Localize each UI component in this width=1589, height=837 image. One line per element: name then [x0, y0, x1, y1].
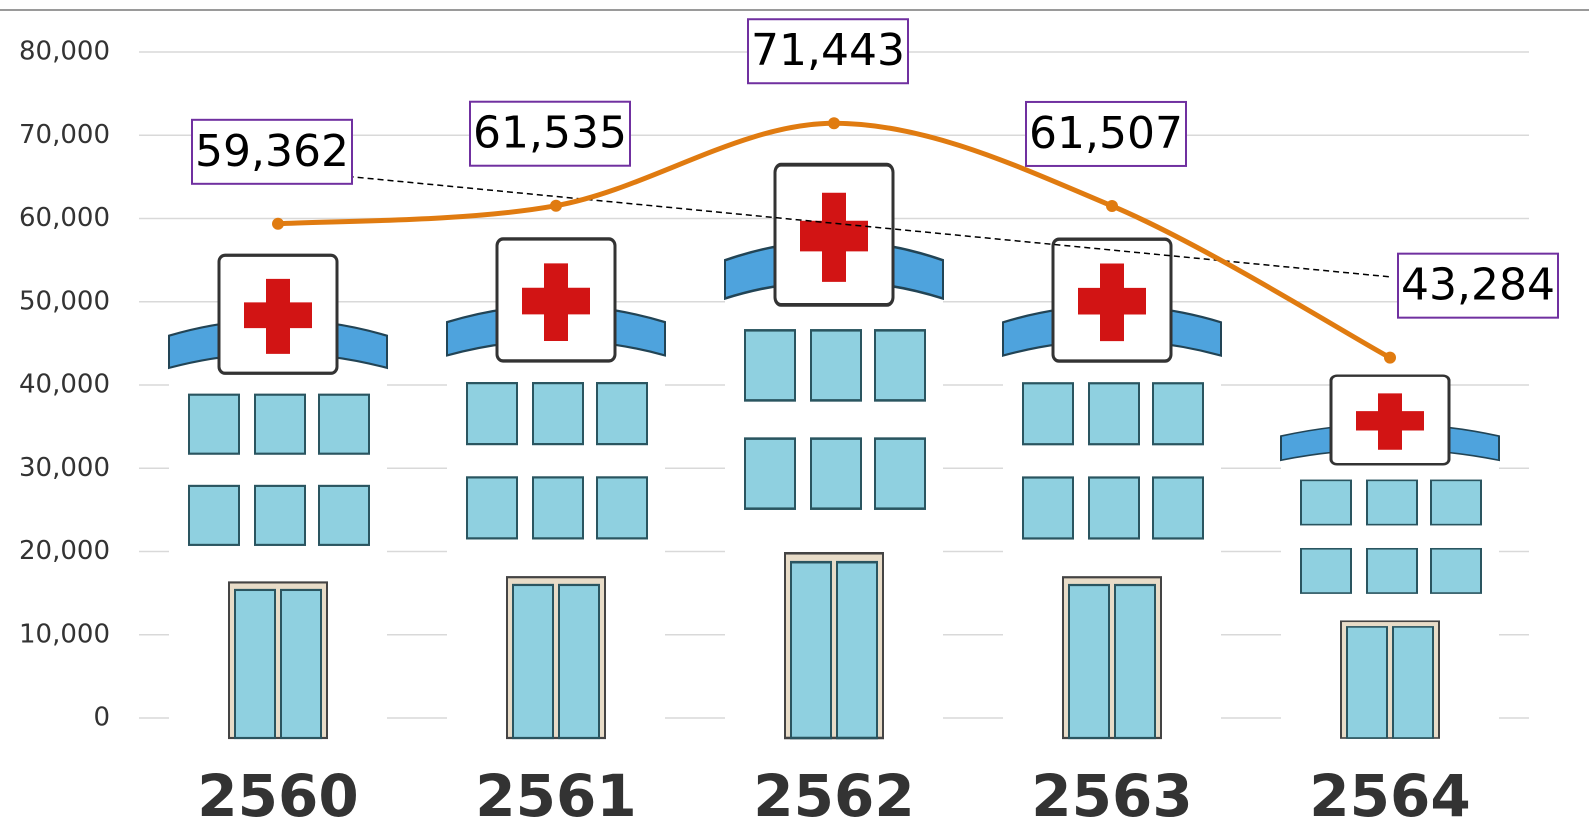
window	[1152, 382, 1204, 446]
value-label: 43,284	[1401, 260, 1555, 311]
hospital-bar	[446, 237, 666, 740]
window	[254, 484, 306, 546]
door	[836, 560, 878, 740]
value-label: 61,507	[1029, 108, 1183, 159]
window	[1300, 479, 1352, 526]
point	[550, 199, 562, 212]
y-tick-label: 70,000	[19, 120, 110, 150]
window	[596, 382, 648, 446]
value-label: 71,443	[751, 25, 905, 76]
x-tick-label: 2564	[1309, 762, 1470, 830]
x-tick-label: 2562	[753, 762, 914, 830]
cross	[522, 263, 590, 341]
x-tick-label: 2561	[475, 762, 636, 830]
door	[558, 583, 600, 740]
window	[1022, 382, 1074, 446]
door	[512, 583, 554, 740]
window	[188, 393, 240, 455]
window	[596, 476, 648, 540]
window	[874, 329, 926, 402]
window	[466, 382, 518, 446]
hospital-bar	[1280, 374, 1500, 739]
window	[318, 393, 370, 455]
trend-line	[277, 168, 1391, 278]
door	[280, 588, 322, 740]
value-label: 59,362	[195, 126, 349, 177]
cross	[1078, 263, 1146, 342]
window	[810, 437, 862, 510]
overlay: 2560 2561 2562 2563 2564 59,362 61,535 71,443 61…	[191, 18, 1559, 830]
window	[874, 437, 926, 510]
door	[1346, 626, 1388, 739]
window	[1088, 476, 1140, 540]
window	[532, 382, 584, 446]
window	[1366, 547, 1418, 594]
window	[1366, 479, 1418, 526]
window	[532, 476, 584, 540]
y-tick-label: 50,000	[19, 286, 110, 316]
window	[318, 484, 370, 546]
y-tick-label: 20,000	[19, 536, 110, 566]
hospital-bar	[168, 253, 388, 740]
cross	[244, 278, 312, 354]
icons	[168, 162, 1500, 740]
y-tick-label: 0	[93, 703, 110, 733]
door	[1114, 583, 1156, 740]
y-tick-label: 10,000	[19, 619, 110, 649]
window	[1152, 476, 1204, 540]
value-label-box	[747, 18, 909, 85]
point	[828, 117, 840, 130]
hospital-bar	[1002, 237, 1222, 740]
door	[790, 560, 832, 740]
value-label-box	[1025, 100, 1187, 167]
door	[1068, 583, 1110, 740]
point	[1106, 199, 1118, 212]
point	[1384, 351, 1396, 364]
value-label-box	[1397, 252, 1559, 319]
window	[254, 393, 306, 455]
value-label: 61,535	[473, 108, 627, 159]
cross	[1356, 393, 1424, 450]
window	[744, 329, 796, 402]
y-tick-label: 80,000	[19, 37, 110, 67]
window	[1430, 479, 1482, 526]
x-tick-label: 2563	[1031, 762, 1192, 830]
window	[744, 437, 796, 510]
x-tick-label: 2560	[197, 762, 358, 830]
window	[810, 329, 862, 402]
y-tick-label: 40,000	[19, 370, 110, 400]
door	[234, 588, 276, 740]
window	[1088, 382, 1140, 446]
window	[1430, 547, 1482, 594]
value-label-box	[469, 100, 631, 167]
window	[1300, 547, 1352, 594]
window	[188, 484, 240, 546]
hospital-bar	[724, 162, 944, 740]
y-tick-label: 30,000	[19, 453, 110, 483]
point	[272, 217, 284, 230]
door	[1392, 626, 1434, 739]
value-label-box	[191, 118, 353, 185]
window	[466, 476, 518, 540]
cross	[800, 192, 868, 282]
y-tick-label: 60,000	[19, 203, 110, 233]
window	[1022, 476, 1074, 540]
